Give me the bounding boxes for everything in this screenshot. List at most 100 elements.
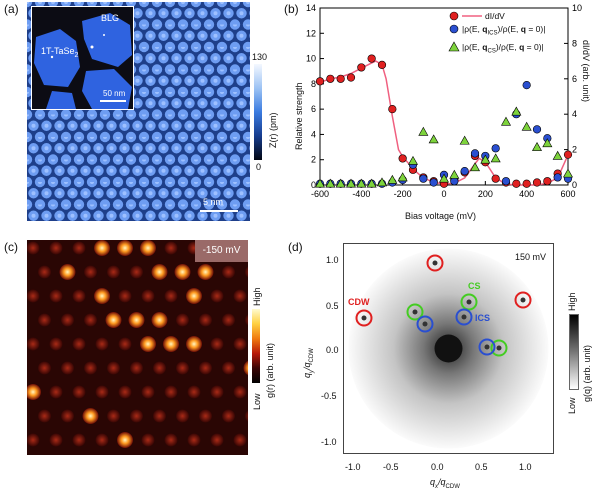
d-xtick-3: 0.5: [475, 462, 488, 472]
conductance-spot-64: [118, 385, 132, 399]
cs-circle-left-spot: [412, 309, 418, 315]
conductance-spot-2: [72, 241, 86, 255]
conductance-spot-58: [222, 361, 235, 375]
conductance-spot-36: [176, 313, 189, 327]
conductance-spot-47: [186, 336, 202, 352]
ics-circle-top-spot: [461, 314, 467, 320]
point-series-1-17: [491, 144, 500, 153]
d-ytick-4: -1.0: [321, 437, 337, 447]
conductance-spot-41: [49, 337, 63, 351]
panel-a-colorbar-min: 0: [256, 162, 262, 172]
legend-ics-d: )/ρ(E,: [497, 24, 521, 34]
cdw-circle-right: [514, 291, 532, 309]
conductance-spot-62: [72, 385, 86, 399]
point-series-2-14: [459, 135, 470, 145]
panel-d-colorbar-high: High: [567, 292, 577, 311]
point-series-1-11: [429, 178, 438, 187]
conductance-spot-44: [118, 337, 132, 351]
d-ytick-2: 0.0: [326, 345, 339, 355]
legend-item-cs: |ρ(E, qCS)/ρ(E, q = 0)|: [448, 41, 545, 59]
d-ylabel-q: q: [302, 372, 312, 378]
panel-d-colorbar-title: g(q) (arb. unit): [582, 344, 592, 402]
cs-circle-left: [406, 303, 424, 321]
conductance-spot-38: [222, 313, 235, 327]
conductance-spot-73: [107, 409, 120, 423]
conductance-spot-74: [130, 409, 143, 423]
conductance-spot-22: [72, 289, 86, 303]
point-series-0-6: [377, 60, 387, 69]
y-left-tick-label-7: 14: [306, 3, 316, 13]
conductance-spot-27: [186, 288, 202, 304]
conductance-spot-16: [174, 264, 191, 280]
conductance-spot-57: [199, 361, 212, 375]
x-tick-label-6: 600: [560, 189, 575, 199]
conductance-spot-61: [49, 385, 63, 399]
x-tick-label-3: 0: [441, 189, 446, 199]
panel-a-scale-label: 5 nm: [203, 197, 224, 207]
conductance-spot-88: [210, 433, 224, 447]
conductance-spot-35: [151, 312, 168, 328]
conductance-spot-4: [117, 240, 133, 256]
legend-cs-c: CS: [487, 48, 496, 55]
conductance-spot-86: [164, 433, 178, 447]
point-series-2-3: [345, 178, 357, 188]
d-xtick-1: -0.5: [383, 462, 399, 472]
conductance-spot-25: [141, 289, 155, 303]
conductance-spot-43: [95, 337, 109, 351]
legend-cs-e: q: [519, 41, 525, 52]
conductance-spot-13: [107, 265, 120, 279]
point-series-0-5: [367, 54, 376, 63]
conductance-spot-20: [27, 289, 40, 303]
legend-cs-f: = 0)|: [524, 41, 544, 52]
conductance-spot-87: [187, 433, 201, 447]
point-series-2-19: [511, 106, 522, 116]
conductance-spot-68: [210, 385, 224, 399]
d-ylabel-sub: y: [308, 369, 315, 373]
panel-a-colorbar: [254, 64, 262, 160]
conductance-spot-56: [176, 361, 189, 375]
legend-item-ics: |ρ(E, qICS)/ρ(E, q = 0)|: [448, 23, 545, 41]
inset-tase-subscript: 2: [74, 51, 79, 59]
d-ylabel-densub: CDW: [308, 348, 315, 363]
conductance-spot-71: [61, 409, 74, 423]
point-series-2-12: [438, 173, 450, 183]
tag-cdw: CDW: [348, 297, 370, 307]
panel-b-legend: dI/dV |ρ(E, qICS)/ρ(E, q = 0)| |ρ(E, qCS…: [448, 10, 545, 58]
legend-ics-f: = 0)|: [525, 24, 546, 34]
d-xlabel-den: /q: [438, 477, 446, 487]
panel-a-label: (a): [4, 2, 19, 16]
conductance-spot-63: [95, 385, 109, 399]
point-series-0-2: [336, 74, 345, 83]
y-left-tick-label-5: 10: [306, 54, 316, 64]
y-right-tick-label-1: 2: [572, 145, 577, 155]
conductance-spot-12: [84, 265, 97, 279]
conductance-spot-42: [72, 337, 86, 351]
y-right-tick-label-4: 8: [572, 38, 577, 48]
conductance-spot-39: [245, 314, 248, 326]
point-series-0-7: [388, 105, 397, 114]
x-tick-label-0: -600: [311, 189, 329, 199]
conductance-spot-55: [153, 361, 166, 375]
conductance-spot-70: [38, 409, 51, 423]
y-left-tick-label-3: 6: [311, 104, 316, 114]
panel-d-colorbar-low: Low: [567, 397, 577, 414]
conductance-spot-45: [140, 336, 156, 352]
point-series-0-4: [357, 63, 366, 72]
cdw-circle-top: [426, 254, 444, 272]
conductance-spot-30: [38, 313, 51, 327]
conductance-spot-75: [153, 409, 166, 423]
point-series-0-3: [346, 73, 356, 82]
conductance-spot-53: [107, 361, 120, 375]
point-series-2-2: [335, 178, 346, 188]
conductance-spot-76: [176, 409, 189, 423]
conductance-spot-82: [72, 433, 86, 447]
d-ytick-3: -0.5: [321, 391, 337, 401]
cdw-circle-left-spot: [361, 315, 367, 321]
point-series-0-17: [491, 174, 500, 183]
conductance-spot-80: [27, 433, 40, 447]
point-series-1-18: [501, 177, 511, 186]
inset-tase-text: 1T-TaSe: [41, 46, 75, 56]
conductance-spot-89: [233, 433, 247, 447]
conductance-spot-23: [94, 288, 110, 304]
x-tick-label-5: 400: [519, 189, 534, 199]
